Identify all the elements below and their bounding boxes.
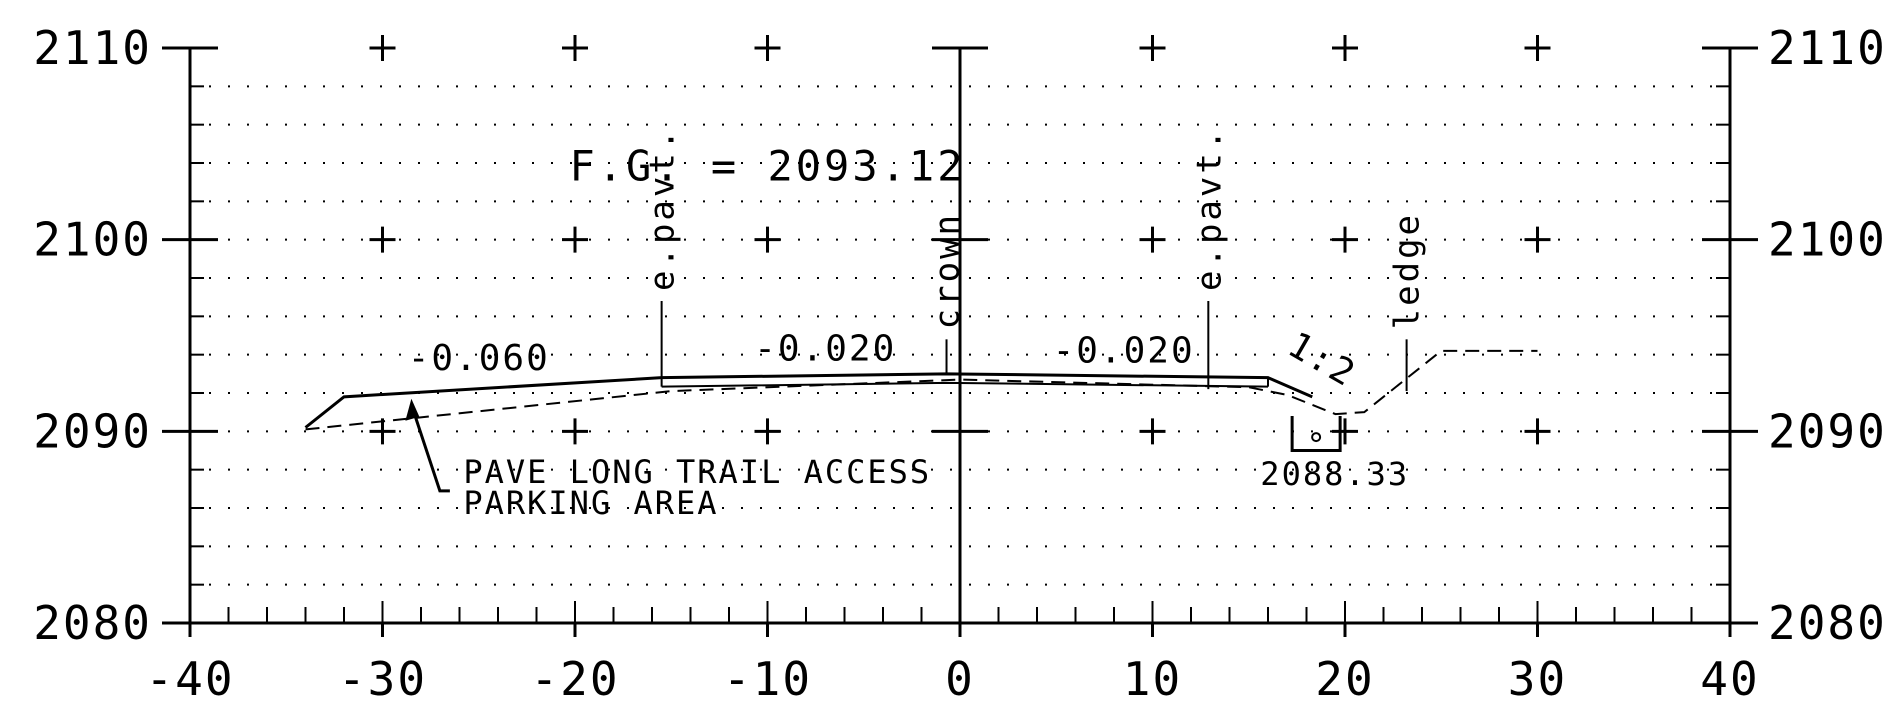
slope-label: -0.020 xyxy=(754,328,896,369)
grid-cross-marker xyxy=(1524,226,1551,253)
grid-cross-marker xyxy=(1139,418,1166,445)
grid-cross-marker xyxy=(562,226,588,253)
y-tick-label-right: 2100 xyxy=(1768,213,1887,267)
x-tick-label: -20 xyxy=(530,652,619,706)
vertical-label: e.pavt. xyxy=(643,127,683,291)
slope-label: -0.060 xyxy=(408,338,550,379)
subgrade-elevation-label: 2088.33 xyxy=(1260,455,1409,493)
x-tick-label: -40 xyxy=(145,652,234,706)
y-tick-label-right: 2080 xyxy=(1768,596,1887,650)
y-tick-label-left: 2090 xyxy=(33,404,152,458)
vertical-label: e.pavt. xyxy=(1189,127,1229,291)
grid-cross-marker xyxy=(754,226,781,253)
subgrade-point xyxy=(1311,432,1322,443)
grid-cross-marker xyxy=(754,418,781,445)
grid-cross-marker xyxy=(1332,226,1358,253)
slope-label: 1:2 xyxy=(1281,325,1363,396)
y-tick-label-left: 2110 xyxy=(33,21,152,75)
grid-cross-marker xyxy=(1524,35,1551,61)
grid-cross-marker xyxy=(1139,35,1166,61)
grid-cross-marker xyxy=(369,418,396,445)
pavement-bottom-line xyxy=(661,381,1269,388)
pointer-leader xyxy=(413,416,450,493)
x-tick-label: 0 xyxy=(945,652,975,706)
y-tick-label-left: 2100 xyxy=(33,213,152,267)
existing-ground-line xyxy=(305,349,1538,431)
pointer-arrowhead xyxy=(405,398,420,421)
x-tick-label: -10 xyxy=(723,652,812,706)
grid-cross-marker xyxy=(1524,418,1551,445)
finished-grade-label: F.G. = 2093.12 xyxy=(569,141,965,190)
annotation-text: PAVE LONG TRAIL ACCESS xyxy=(463,453,931,491)
x-tick-label: 10 xyxy=(1123,652,1182,706)
y-tick-label-right: 2090 xyxy=(1768,404,1887,458)
subgrade-bracket xyxy=(1290,416,1342,452)
grid-cross-marker xyxy=(562,35,588,61)
slope-label: -0.020 xyxy=(1053,330,1195,371)
x-tick-label: -30 xyxy=(338,652,427,706)
y-tick-label-right: 2110 xyxy=(1768,21,1887,75)
vertical-label: ledge xyxy=(1388,212,1428,329)
x-tick-label: 40 xyxy=(1700,652,1759,706)
proposed-section-line xyxy=(304,372,1313,429)
y-tick-label-left: 2080 xyxy=(33,596,152,650)
grid-cross-marker xyxy=(369,35,396,61)
x-tick-label: 30 xyxy=(1508,652,1567,706)
grid-cross-marker xyxy=(1332,35,1358,61)
grid-cross-marker xyxy=(369,226,396,253)
grid-cross-marker xyxy=(562,418,588,445)
vertical-label: crown xyxy=(928,212,968,329)
grid-cross-marker xyxy=(754,35,781,61)
annotation-text: PARKING AREA xyxy=(463,484,718,522)
grid-cross-marker xyxy=(1139,226,1166,253)
x-tick-label: 20 xyxy=(1315,652,1374,706)
grid-cross-marker xyxy=(1332,418,1358,445)
